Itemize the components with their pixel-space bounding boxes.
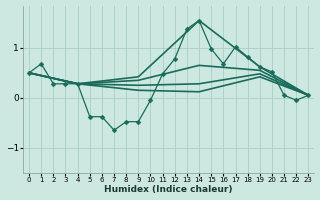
X-axis label: Humidex (Indice chaleur): Humidex (Indice chaleur) [104,185,233,194]
